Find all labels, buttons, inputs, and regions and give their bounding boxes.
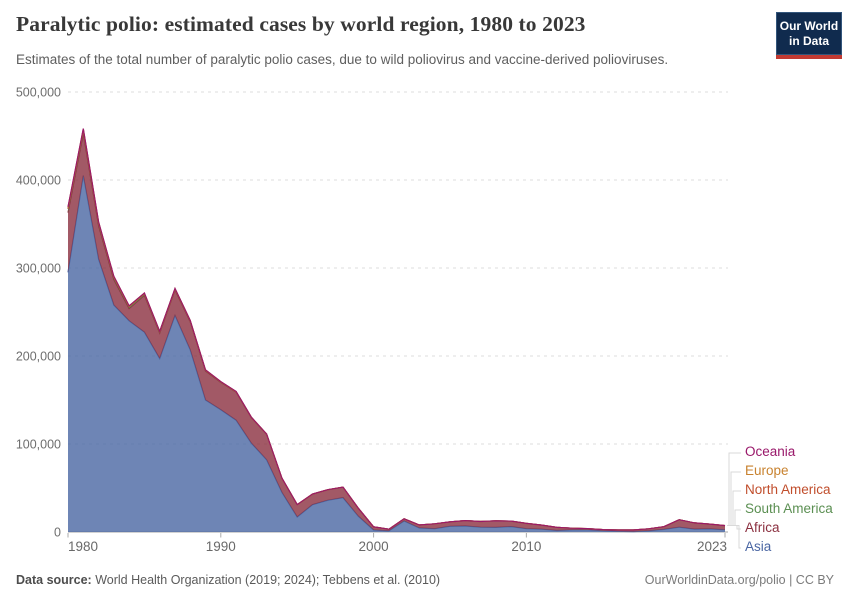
area-edge-oceania [67,128,726,531]
data-source-label: Data source: [16,573,92,587]
y-tick-label: 0 [54,525,61,539]
y-tick-label: 300,000 [16,261,61,275]
chart-subtitle: Estimates of the total number of paralyt… [16,52,669,67]
x-tick-label: 2000 [359,539,389,554]
owid-logo-line1: Our World [779,19,839,33]
y-tick-label: 500,000 [16,85,61,99]
y-tick-label: 200,000 [16,349,61,363]
legend-item-asia[interactable]: Asia [745,539,772,554]
credit-link[interactable]: OurWorldinData.org/polio | CC BY [644,573,834,587]
chart-footer: Data source: World Health Organization (… [0,573,850,587]
y-tick-label: 100,000 [16,437,61,451]
legend-item-oceania[interactable]: Oceania [745,444,796,459]
chart-title: Paralytic polio: estimated cases by worl… [16,12,586,36]
x-tick-label: 2010 [511,539,541,554]
data-source-value: World Health Organization (2019; 2024); … [91,573,441,587]
legend-item-europe[interactable]: Europe [745,463,789,478]
owid-logo-line2: in Data [788,34,829,48]
x-tick-label: 1980 [68,539,98,554]
owid-logo[interactable]: Our World in Data [776,12,842,59]
x-tick-label: 2023 [697,539,727,554]
legend-item-north-america[interactable]: North America [745,482,831,497]
legend-item-africa[interactable]: Africa [745,520,780,535]
data-source-text: Data source: World Health Organization (… [16,573,440,587]
y-tick-label: 400,000 [16,173,61,187]
legend-connector-asia [727,525,741,549]
legend-connector-oceania [727,452,741,527]
owid-logo-stripe [776,55,842,59]
x-tick-label: 1990 [206,539,236,554]
area-asia[interactable] [68,175,725,532]
legend-item-south-america[interactable]: South America [745,501,833,516]
owid-logo-box: Our World in Data [776,12,842,55]
